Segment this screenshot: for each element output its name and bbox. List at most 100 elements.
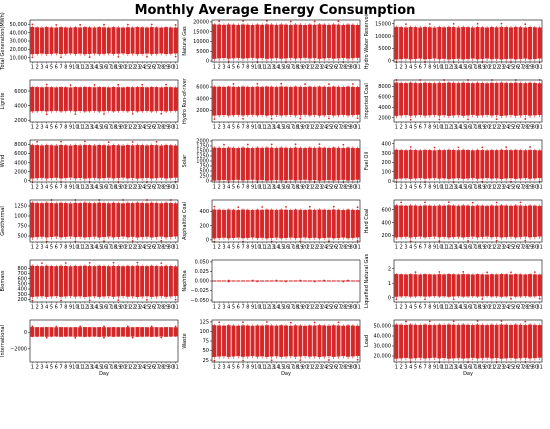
box [288,280,293,282]
box [226,24,231,59]
box [59,265,64,297]
box [221,280,226,282]
box [456,274,461,297]
box [168,203,173,237]
x-tick-label: 4 [45,65,48,71]
x-tick-label: 21 [125,245,131,251]
x-tick-label: 12 [264,65,270,71]
x-tick-label: 14 [455,125,461,131]
outlier-point [45,336,48,339]
x-tick-label: 24 [503,365,509,371]
box [298,147,303,181]
outlier-point [313,280,316,283]
x-tick-label: 22 [129,365,135,371]
x-tick-label: 4 [45,305,48,311]
x-tick-label: 10 [254,245,260,251]
box [125,145,130,179]
box [456,150,461,179]
x-tick-label: 23 [134,365,140,371]
x-tick-label: 17 [106,125,112,131]
x-tick-label: 30 [168,245,174,251]
x-tick-label: 24 [503,125,509,131]
x-tick-label: 8 [246,245,249,251]
x-tick-label: 30 [350,65,356,71]
box [494,27,499,59]
box [528,324,533,359]
x-tick-label: 4 [227,245,230,251]
x-tick-label: 8 [428,365,431,371]
box [499,149,504,179]
x-tick-label: 20 [484,65,490,71]
x-tick-label: 29 [345,65,351,71]
box [236,148,241,180]
x-tick-label: 26 [149,185,155,191]
x-tick-label: 29 [527,305,533,311]
box [499,324,504,359]
x-tick-label: 21 [489,305,495,311]
x-tick-label: 20 [484,245,490,251]
x-tick-label: 19 [297,245,303,251]
x-tick-label: 1 [213,365,216,371]
x-tick-label: 8 [428,125,431,131]
box [250,325,255,357]
x-tick-label: 21 [125,65,131,71]
box [518,324,523,359]
x-tick-label: 13 [86,125,92,131]
box [312,24,317,59]
x-tick-label: 19 [479,65,485,71]
x-tick-label: 13 [450,65,456,71]
box [279,280,284,282]
box [217,209,222,239]
outlier-point [150,23,153,26]
box [274,24,279,58]
x-tick-label: 5 [232,305,235,311]
box [494,274,499,297]
box [418,274,423,297]
box [264,86,269,116]
y-tick-label: 125 [199,320,209,326]
box [78,266,83,297]
outlier-point [242,321,244,324]
x-tick-label: 1 [31,65,34,71]
x-tick-label: 13 [450,125,456,131]
x-tick-label: 21 [489,245,495,251]
x-tick-label: 30 [168,65,174,71]
x-tick-label: 4 [409,365,412,371]
x-tick-label: 26 [331,305,337,311]
box [346,147,351,181]
box [217,24,222,59]
x-tick-label: 3 [404,185,407,191]
box [82,327,87,337]
x-tick-label: 17 [106,185,112,191]
x-tick-label: 7 [423,185,426,191]
box [303,148,308,180]
x-tick-label: 8 [246,125,249,131]
box [231,24,236,59]
box [35,265,40,297]
x-tick-label: 4 [409,305,412,311]
box [504,150,509,179]
outlier-point [88,299,91,302]
box [149,27,154,55]
y-tick-label: 1000 [196,159,209,165]
box [528,27,533,60]
box [274,325,279,357]
outlier-point [69,84,72,86]
outlier-point [457,146,460,149]
x-tick-label: 22 [311,365,317,371]
x-tick-label: 15 [96,125,102,131]
box [528,149,533,179]
x-tick-label: 11 [77,65,83,71]
box [523,150,528,179]
box [485,27,490,59]
x-tick-label: 5 [50,305,53,311]
box [149,265,154,297]
x-tick-label: 18 [474,305,480,311]
x-tick-label: 29 [163,65,169,71]
x-tick-label: 9 [251,125,254,131]
x-tick-label: 31 [354,305,360,311]
box [394,274,399,297]
x-tick-label: 13 [450,365,456,371]
x-tick-label: 16 [465,305,471,311]
